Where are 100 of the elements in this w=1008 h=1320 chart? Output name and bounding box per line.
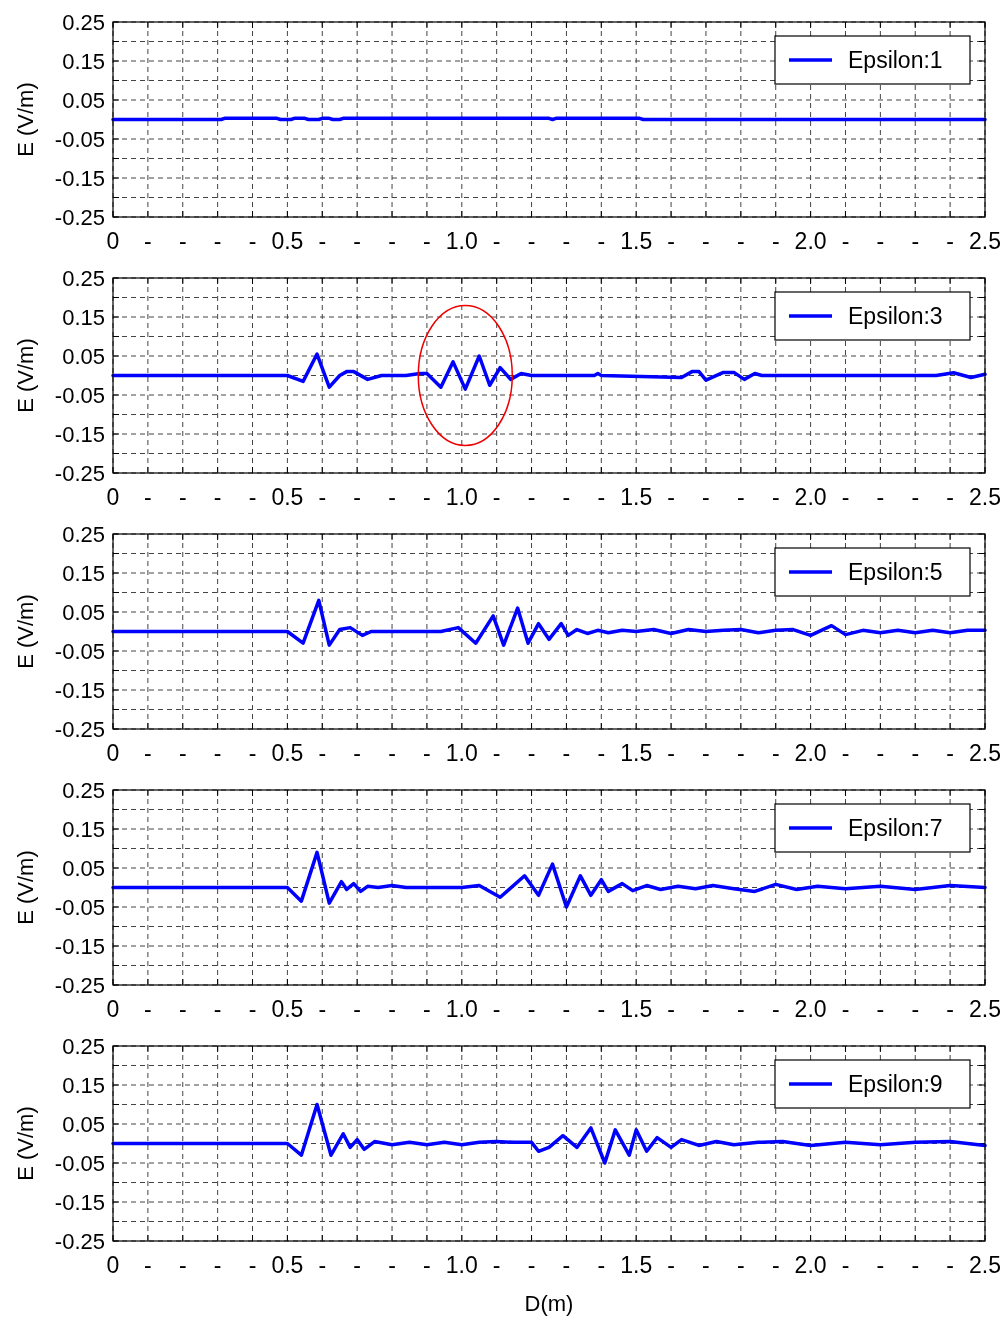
- x-tick-label: -: [144, 1252, 152, 1278]
- x-tick-label: -: [492, 740, 501, 766]
- x-tick-label: -: [144, 484, 152, 510]
- x-tick-label: -: [911, 228, 920, 254]
- legend-label: Epsilon:9: [848, 1071, 943, 1097]
- x-tick-label: -: [876, 996, 885, 1022]
- x-tick-label: -: [841, 484, 850, 510]
- x-tick-label: -: [527, 996, 536, 1022]
- x-tick-label: -: [597, 740, 606, 766]
- x-tick-label: -: [702, 996, 710, 1022]
- x-tick-label: 0: [106, 484, 120, 510]
- x-tick-label: 2.0: [794, 996, 827, 1022]
- x-tick-label: 1.5: [620, 1252, 653, 1278]
- x-tick-label: -: [597, 228, 606, 254]
- x-tick-label: -: [562, 228, 571, 254]
- line-series: [111, 352, 987, 391]
- x-tick-label: -: [492, 484, 501, 510]
- x-tick-label: 1.0: [445, 228, 478, 254]
- y-tick-label: 0.25: [62, 1034, 105, 1059]
- x-tick-label: -: [737, 484, 745, 510]
- x-tick-label: -: [597, 996, 606, 1022]
- x-tick-label: -: [737, 228, 745, 254]
- y-axis-title: E (V/m): [13, 1106, 38, 1181]
- x-tick-label: -: [423, 228, 431, 254]
- x-tick-label: -: [388, 996, 396, 1022]
- x-tick-label: 0.5: [271, 484, 304, 510]
- x-tick-label: -: [318, 740, 327, 766]
- x-tick-label: -: [771, 996, 780, 1022]
- x-tick-label: -: [911, 1252, 920, 1278]
- x-tick-label: 2.5: [969, 996, 1001, 1022]
- x-tick-label: -: [876, 1252, 885, 1278]
- x-tick-label: -: [911, 484, 920, 510]
- y-tick-label: -0.05: [54, 127, 105, 152]
- y-tick-label: 0.25: [62, 778, 105, 803]
- y-tick-label: -0.15: [54, 678, 105, 703]
- y-tick-label: 0.05: [62, 600, 105, 625]
- x-tick-label: -: [911, 996, 920, 1022]
- y-axis-title: E (V/m): [13, 82, 38, 157]
- x-tick-label: -: [841, 1252, 850, 1278]
- x-tick-label: -: [388, 1252, 396, 1278]
- x-tick-label: -: [423, 996, 431, 1022]
- x-tick-label: -: [667, 996, 675, 1022]
- x-tick-label: -: [771, 484, 780, 510]
- legend-label: Epsilon:1: [848, 47, 943, 73]
- x-tick-label: -: [423, 1252, 431, 1278]
- y-tick-label: 0.05: [62, 344, 105, 369]
- x-tick-label: -: [213, 1252, 222, 1278]
- y-tick-label: 0.05: [62, 856, 105, 881]
- y-axis-title: E (V/m): [13, 594, 38, 669]
- x-tick-label: -: [492, 228, 501, 254]
- x-tick-label: -: [248, 740, 257, 766]
- x-tick-label: 0: [106, 740, 120, 766]
- x-tick-label: -: [667, 740, 675, 766]
- x-tick-label: -: [248, 996, 257, 1022]
- x-tick-label: -: [876, 740, 885, 766]
- x-tick-label: -: [667, 1252, 675, 1278]
- y-tick-label: 0.05: [62, 1112, 105, 1137]
- legend-label: Epsilon:3: [848, 303, 943, 329]
- y-axis-title: E (V/m): [13, 850, 38, 925]
- x-tick-label: 2.5: [969, 228, 1001, 254]
- x-tick-label: -: [841, 228, 850, 254]
- x-tick-label: -: [771, 1252, 780, 1278]
- x-tick-label: -: [388, 228, 396, 254]
- y-tick-label: 0.05: [62, 88, 105, 113]
- x-tick-label: 1.5: [620, 484, 653, 510]
- x-axis-title: D(m): [524, 1291, 574, 1316]
- x-tick-label: -: [946, 996, 954, 1022]
- x-tick-label: -: [178, 484, 187, 510]
- x-tick-label: -: [353, 740, 361, 766]
- x-tick-label: 0: [106, 996, 120, 1022]
- x-tick-label: -: [144, 228, 152, 254]
- x-tick-label: -: [213, 484, 222, 510]
- x-tick-label: -: [702, 740, 710, 766]
- y-tick-label: -0.05: [54, 383, 105, 408]
- x-tick-label: -: [527, 228, 536, 254]
- x-tick-label: -: [946, 484, 954, 510]
- x-tick-label: -: [911, 740, 920, 766]
- x-tick-label: -: [353, 1252, 361, 1278]
- x-tick-label: -: [388, 484, 396, 510]
- x-tick-label: 1.5: [620, 228, 653, 254]
- y-tick-label: -0.25: [54, 205, 105, 230]
- x-tick-label: -: [667, 228, 675, 254]
- y-tick-label: -0.15: [54, 422, 105, 447]
- y-axis-title: E (V/m): [13, 338, 38, 413]
- y-tick-label: 0.15: [62, 561, 105, 586]
- x-tick-label: 2.5: [969, 484, 1001, 510]
- x-tick-label: 0.5: [271, 1252, 304, 1278]
- y-tick-label: -0.15: [54, 1190, 105, 1215]
- x-tick-label: -: [248, 484, 257, 510]
- x-tick-label: -: [946, 1252, 954, 1278]
- legend-label: Epsilon:5: [848, 559, 943, 585]
- x-tick-label: -: [492, 1252, 501, 1278]
- y-tick-label: -0.25: [54, 973, 105, 998]
- y-tick-label: 0.25: [62, 10, 105, 35]
- y-tick-label: -0.25: [54, 717, 105, 742]
- x-tick-label: -: [178, 1252, 187, 1278]
- x-tick-label: -: [492, 996, 501, 1022]
- x-tick-label: -: [353, 228, 361, 254]
- line-series: [111, 850, 987, 909]
- x-tick-label: -: [213, 740, 222, 766]
